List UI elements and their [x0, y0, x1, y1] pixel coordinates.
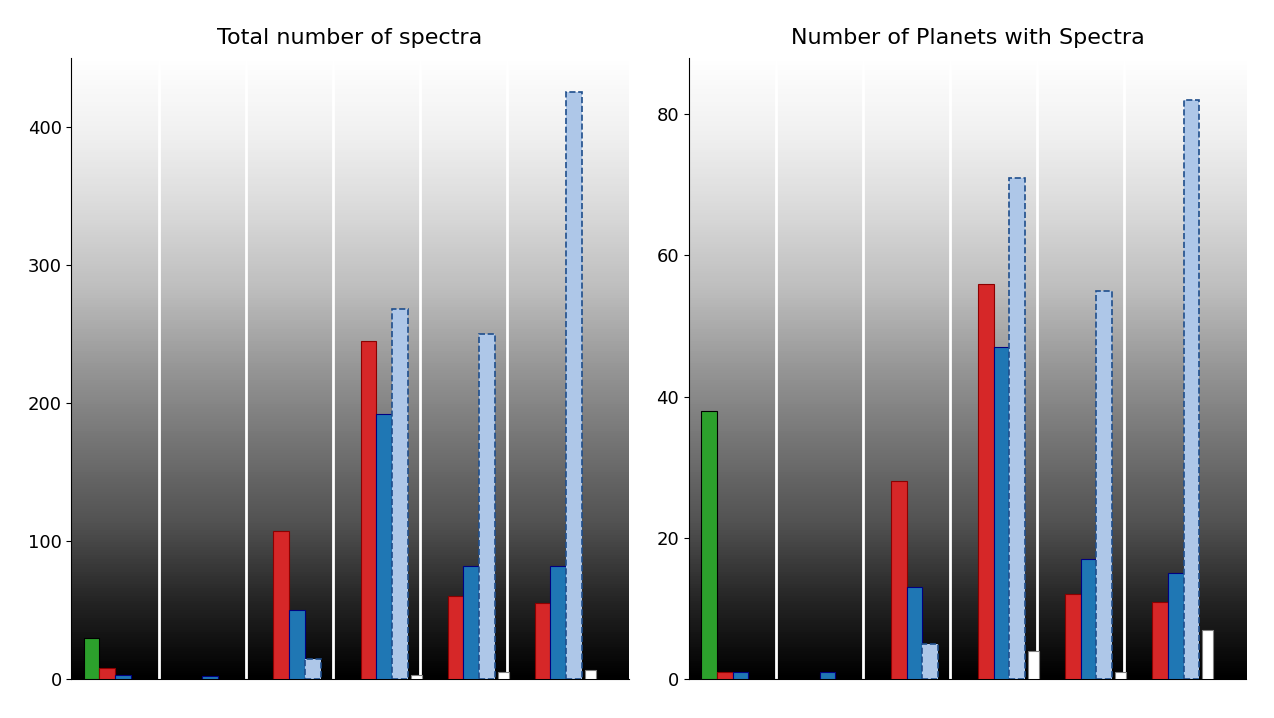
Bar	[289, 610, 304, 679]
Bar	[585, 670, 596, 679]
Bar	[1097, 291, 1112, 679]
Bar	[566, 92, 582, 679]
Bar	[978, 284, 994, 679]
Bar	[304, 658, 321, 679]
Bar	[1184, 100, 1199, 679]
Bar	[535, 603, 550, 679]
Bar	[922, 644, 938, 679]
Bar	[392, 309, 408, 679]
Bar	[479, 334, 494, 679]
Bar	[304, 658, 321, 679]
Bar	[361, 341, 376, 679]
Bar	[1028, 651, 1040, 679]
Bar	[447, 597, 464, 679]
Bar	[1152, 602, 1168, 679]
Bar	[392, 309, 408, 679]
Title: Number of Planets with Spectra: Number of Planets with Spectra	[791, 28, 1144, 48]
Bar	[1065, 595, 1080, 679]
Bar	[84, 638, 99, 679]
Bar	[891, 482, 907, 679]
Bar	[115, 675, 131, 679]
Bar	[907, 587, 922, 679]
Bar	[498, 672, 508, 679]
Bar	[1009, 178, 1026, 679]
Bar	[994, 348, 1009, 679]
Bar	[1080, 559, 1097, 679]
Title: Total number of spectra: Total number of spectra	[218, 28, 483, 48]
Bar	[819, 672, 836, 679]
Bar	[1203, 630, 1213, 679]
Bar	[479, 334, 494, 679]
Bar	[1115, 672, 1126, 679]
Bar	[701, 411, 717, 679]
Bar	[274, 531, 289, 679]
Bar	[922, 644, 938, 679]
Bar	[1009, 178, 1026, 679]
Bar	[410, 675, 422, 679]
Bar	[464, 566, 479, 679]
Bar	[717, 672, 733, 679]
Bar	[99, 668, 115, 679]
Bar	[1097, 291, 1112, 679]
Bar	[203, 676, 218, 679]
Bar	[550, 566, 566, 679]
Bar	[733, 672, 748, 679]
Bar	[1184, 100, 1199, 679]
Bar	[1168, 573, 1184, 679]
Bar	[566, 92, 582, 679]
Bar	[376, 414, 392, 679]
